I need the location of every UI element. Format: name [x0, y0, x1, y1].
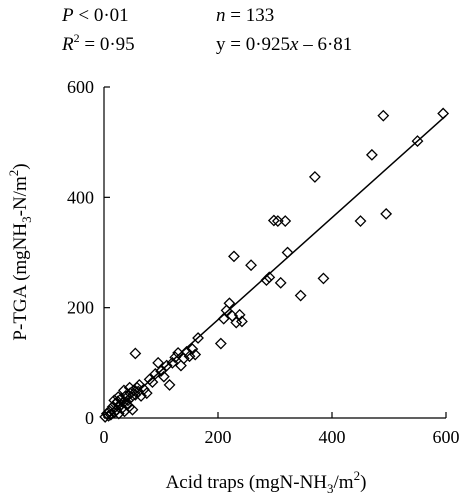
data-point-diamond — [157, 370, 170, 383]
data-point-diamond — [267, 214, 280, 227]
data-point-diamond — [180, 345, 193, 358]
y-axis-title: P-TGA (mgNH3-N/m2) — [6, 163, 34, 340]
data-point-diamond — [228, 250, 240, 263]
data-point-diamond — [160, 359, 173, 372]
data-point-diamond — [149, 367, 162, 380]
data-point-diamond — [354, 215, 367, 227]
data-point-diamond — [163, 378, 176, 391]
data-point-diamond — [112, 391, 125, 403]
data-point-diamond — [279, 215, 292, 227]
data-point-diamond — [192, 332, 204, 344]
p-value-text: P < 0·01 — [61, 5, 129, 26]
data-point-diamond — [112, 407, 125, 420]
data-point-diamond — [155, 365, 167, 378]
data-point-diamond — [233, 308, 246, 321]
data-point-diamond — [220, 304, 233, 317]
data-point-diamond — [175, 359, 187, 372]
data-point-diamond — [108, 406, 121, 419]
data-point-diamond — [108, 394, 121, 407]
data-point-diamond — [127, 384, 140, 397]
stats-header: P < 0·01 n = 133 R2 = 0·95 y = 0·925x – … — [61, 5, 352, 55]
y-tick-label: 400 — [67, 187, 94, 207]
data-point-diamond — [186, 343, 199, 355]
x-tick-label: 0 — [100, 427, 109, 447]
axis-ticks: 0 200 400 600 0 200 400 600 — [67, 77, 460, 447]
data-point-diamond — [214, 337, 227, 350]
data-point-diamond — [317, 272, 330, 285]
data-point-diamond — [260, 274, 273, 287]
x-tick-label: 600 — [433, 427, 460, 447]
y-tick-label: 0 — [85, 408, 94, 428]
data-point-diamond — [308, 171, 321, 183]
r-squared-text: R2 = 0·95 — [61, 31, 135, 55]
data-point-diamond — [183, 350, 196, 363]
data-point-diamond — [116, 402, 129, 414]
data-point-diamond — [132, 385, 145, 398]
data-point-diamond — [140, 387, 153, 400]
data-point-diamond — [380, 207, 393, 220]
x-axis-title: Acid traps (mgN-NH3/m2) — [166, 468, 367, 496]
y-tick-label: 200 — [67, 298, 94, 318]
y-tick-label: 600 — [67, 77, 94, 97]
x-tick-label: 400 — [319, 427, 346, 447]
data-point-diamond — [118, 384, 130, 397]
n-value-text: n = 133 — [216, 5, 274, 26]
data-point-diamond — [437, 107, 450, 120]
data-point-diamond — [169, 351, 182, 364]
data-point-diamond — [110, 403, 123, 416]
data-point-diamond — [236, 315, 248, 328]
data-point-diamond — [125, 391, 138, 403]
data-point-diamond — [411, 135, 424, 147]
data-point-diamond — [223, 297, 236, 310]
data-point-diamond — [274, 276, 287, 289]
data-point-diamond — [152, 356, 165, 369]
data-point-diamond — [122, 394, 134, 407]
data-point-diamond — [281, 246, 294, 259]
data-point-diamond — [189, 348, 202, 361]
data-point-diamond — [126, 403, 139, 416]
data-point-diamond — [245, 259, 257, 272]
data-point-diamond — [146, 376, 159, 389]
data-point-diamond — [377, 109, 390, 122]
data-point-diamond — [217, 312, 230, 325]
data-point-diamond — [230, 316, 243, 329]
data-point-diamond — [263, 271, 276, 284]
data-point-diamond — [103, 405, 116, 418]
data-points — [99, 107, 450, 423]
data-point-diamond — [123, 381, 136, 394]
regression-equation-text: y = 0·925x – 6·81 — [216, 34, 352, 55]
data-point-diamond — [137, 383, 150, 396]
data-point-diamond — [294, 289, 307, 302]
data-point-diamond — [365, 148, 378, 161]
data-point-diamond — [129, 347, 142, 360]
x-tick-label: 200 — [205, 427, 232, 447]
